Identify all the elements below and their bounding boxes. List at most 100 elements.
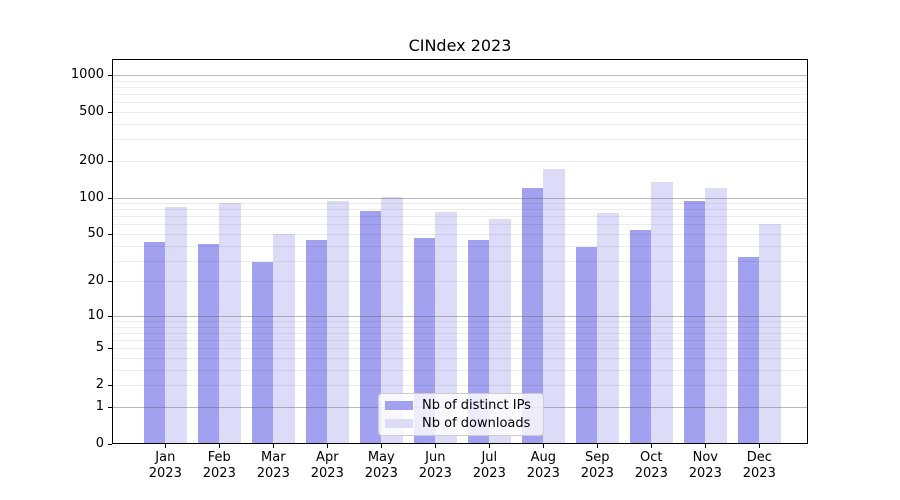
y-tick-1 [108, 407, 112, 408]
gridline-minor [112, 358, 808, 359]
gridline-major [112, 197, 808, 199]
gridline-minor [112, 94, 808, 95]
gridline-minor [112, 260, 808, 262]
gridline-major [112, 315, 808, 317]
legend-item-downloads: Nb of downloads [385, 416, 535, 431]
bar-ips-may [359, 211, 382, 444]
legend-swatch-downloads [385, 419, 413, 428]
x-tick-jan [165, 444, 167, 448]
x-tick-jul [489, 444, 491, 448]
y-tick-20 [108, 281, 112, 283]
y-tick-10 [108, 315, 112, 317]
gridline-minor [112, 281, 808, 283]
x-tick-label-oct: Oct 2023 [634, 450, 668, 481]
bar-ips-jun [413, 238, 436, 444]
x-tick-label-sep: Sep 2023 [580, 450, 614, 481]
plot-area [112, 59, 808, 444]
y-tick-100 [108, 197, 112, 199]
gridline-minor [112, 111, 808, 113]
bar-downloads-mar [273, 234, 295, 444]
x-tick-aug [543, 444, 545, 448]
gridline-minor [112, 348, 808, 350]
bar-downloads-feb [219, 203, 241, 444]
bar-ips-feb [197, 244, 220, 444]
y-tick-2 [108, 385, 112, 387]
x-tick-label-nov: Nov 2023 [688, 450, 722, 481]
bar-ips-apr [305, 239, 328, 444]
gridline-minor [112, 340, 808, 342]
bar-ips-sep [575, 246, 598, 444]
bar-downloads-aug [543, 169, 565, 444]
gridline-minor [112, 160, 808, 162]
y-tick-label-50: 50 [87, 226, 104, 241]
gridline-minor [112, 245, 808, 247]
bar-downloads-dec [759, 223, 781, 444]
x-tick-label-dec: Dec 2023 [742, 450, 776, 481]
y-tick-1000 [108, 74, 112, 76]
bar-ips-oct [629, 229, 652, 444]
y-tick-label-0: 0 [95, 436, 104, 451]
gridline-minor [112, 369, 808, 371]
x-tick-label-mar: Mar 2023 [256, 450, 290, 481]
x-tick-label-jan: Jan 2023 [148, 450, 182, 481]
x-tick-jun [435, 444, 437, 448]
x-tick-label-jul: Jul 2023 [472, 450, 506, 481]
gridline-minor [112, 139, 808, 141]
y-tick-label-10: 10 [87, 307, 104, 323]
y-tick-label-5: 5 [95, 340, 104, 356]
x-tick-feb [219, 444, 221, 448]
x-tick-sep [597, 444, 599, 448]
bar-downloads-jun [435, 212, 457, 444]
y-tick-label-1000: 1000 [70, 66, 104, 82]
gridline-minor [112, 209, 808, 211]
bar-downloads-apr [327, 200, 349, 444]
bar-downloads-may [381, 196, 403, 444]
x-tick-nov [705, 444, 707, 448]
gridline-minor [112, 326, 808, 328]
legend-label-downloads: Nb of downloads [422, 416, 531, 431]
y-tick-0 [108, 444, 112, 445]
gridline-minor [112, 332, 808, 334]
bar-ips-mar [251, 262, 274, 444]
gridline-minor [112, 86, 808, 88]
y-tick-5 [108, 348, 112, 350]
x-tick-oct [651, 444, 653, 448]
bar-downloads-sep [597, 213, 619, 444]
bar-ips-dec [737, 257, 760, 444]
bar-ips-jul [467, 239, 490, 444]
y-tick-label-200: 200 [79, 152, 104, 168]
bar-ips-nov [683, 201, 706, 444]
bar-ips-jan [143, 241, 166, 444]
gridline-minor [112, 203, 808, 204]
bar-ips-aug [521, 187, 544, 444]
legend-item-distinct-ips: Nb of distinct IPs [385, 398, 535, 413]
y-tick-label-1: 1 [95, 399, 104, 414]
gridline-minor [112, 123, 808, 125]
bar-downloads-jul [489, 219, 511, 444]
y-tick-50 [108, 234, 112, 235]
chart-title: CINdex 2023 [408, 36, 512, 55]
y-tick-label-500: 500 [79, 103, 104, 119]
gridline-minor [112, 102, 808, 104]
bar-downloads-nov [705, 187, 727, 444]
bar-downloads-oct [651, 181, 673, 444]
gridline-minor [112, 234, 808, 235]
x-tick-label-aug: Aug 2023 [526, 450, 560, 481]
gridline-minor [112, 216, 808, 218]
y-tick-200 [108, 160, 112, 162]
x-tick-label-apr: Apr 2023 [310, 450, 344, 481]
legend-label-distinct-ips: Nb of distinct IPs [422, 398, 531, 413]
x-tick-label-may: May 2023 [364, 450, 398, 481]
y-tick-500 [108, 111, 112, 113]
gridline-major [112, 74, 808, 76]
gridline-minor [112, 385, 808, 387]
x-tick-apr [327, 444, 329, 448]
gridline-minor [112, 321, 808, 322]
y-tick-label-20: 20 [87, 273, 104, 289]
y-tick-label-100: 100 [79, 189, 104, 205]
x-tick-may [381, 444, 383, 448]
gridline-minor [112, 80, 808, 82]
legend: Nb of distinct IPs Nb of downloads [378, 393, 544, 436]
x-tick-label-feb: Feb 2023 [202, 450, 236, 481]
